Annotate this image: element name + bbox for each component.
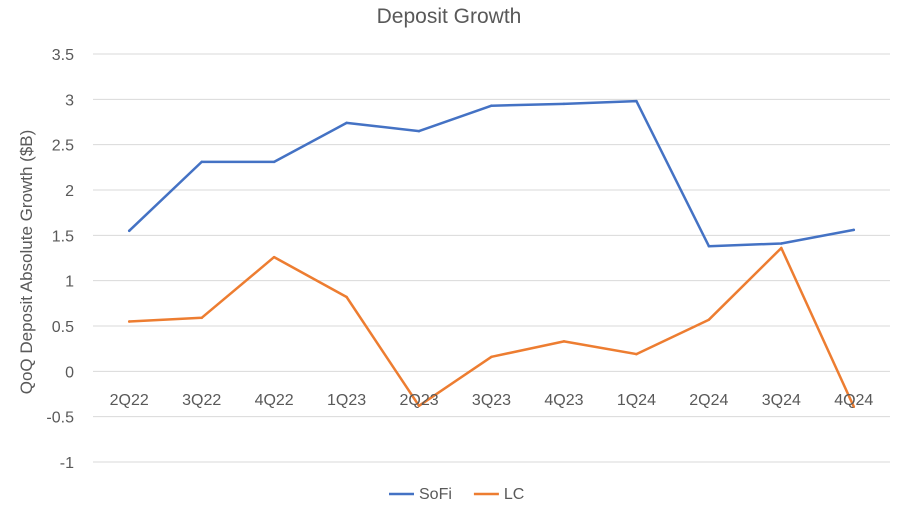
series-line-sofi (127, 99, 856, 248)
data-point-sofi (635, 99, 638, 103)
data-point-sofi (127, 229, 131, 233)
legend-label: SoFi (419, 486, 452, 503)
data-point-lc (417, 404, 421, 408)
x-tick-label: 1Q23 (327, 392, 366, 409)
y-tick-label: 0 (65, 364, 74, 381)
series-line-lc (127, 246, 856, 408)
y-tick-label: -1 (60, 455, 74, 472)
series-lines (127, 99, 856, 408)
data-point-sofi (852, 228, 856, 232)
data-point-lc (272, 255, 276, 259)
data-point-lc (490, 355, 493, 359)
x-tick-label: 1Q24 (617, 392, 656, 409)
y-tick-label: 0.5 (52, 319, 74, 336)
data-point-lc (127, 320, 131, 323)
legend-item-lc: LC (473, 486, 524, 503)
x-tick-label: 4Q24 (834, 392, 873, 409)
x-tick-label: 4Q22 (255, 392, 294, 409)
data-point-sofi (417, 129, 421, 133)
data-point-sofi (780, 242, 783, 245)
data-point-lc (635, 352, 638, 356)
y-tick-label: 3 (65, 92, 74, 109)
legend: SoFi LC (389, 486, 524, 503)
data-point-sofi (345, 121, 348, 125)
y-tick-label: 3.5 (52, 47, 74, 64)
y-tick-label: 2.5 (52, 138, 74, 155)
data-point-lc (200, 316, 203, 320)
legend-item-sofi: SoFi (389, 486, 452, 503)
y-axis-title: QoQ Deposit Absolute Growth ($B) (17, 130, 36, 395)
y-tick-label: -0.5 (46, 410, 74, 427)
y-tick-label: 2 (65, 183, 74, 200)
x-tick-label: 4Q23 (544, 392, 583, 409)
data-point-lc (562, 340, 566, 343)
data-point-lc (707, 318, 711, 321)
data-point-sofi (707, 244, 711, 248)
legend-label: LC (504, 486, 524, 503)
x-tick-label: 3Q24 (762, 392, 801, 409)
x-axis-ticks: 2Q22 3Q22 4Q22 1Q23 2Q23 3Q23 4Q23 1Q24 2Q24 3Q24… (110, 392, 874, 409)
data-point-lc (345, 295, 348, 299)
x-tick-label: 2Q22 (110, 392, 149, 409)
x-tick-label: 2Q24 (689, 392, 728, 409)
data-point-sofi (490, 104, 493, 107)
chart-title: Deposit Growth (377, 5, 522, 28)
x-tick-label: 3Q23 (472, 392, 511, 409)
x-tick-label: 3Q22 (182, 392, 221, 409)
data-point-sofi (562, 102, 566, 106)
y-tick-label: 1 (65, 274, 74, 291)
gridlines (93, 53, 890, 463)
data-point-sofi (200, 160, 203, 164)
data-point-lc (852, 405, 856, 408)
y-tick-label: 1.5 (52, 228, 74, 245)
data-point-lc (780, 246, 783, 250)
x-tick-label: 2Q23 (399, 392, 438, 409)
data-point-sofi (272, 160, 276, 164)
y-axis-ticks: 3.5 3 2.5 2 1.5 1 0.5 0 -0.5 -1 (46, 47, 74, 472)
